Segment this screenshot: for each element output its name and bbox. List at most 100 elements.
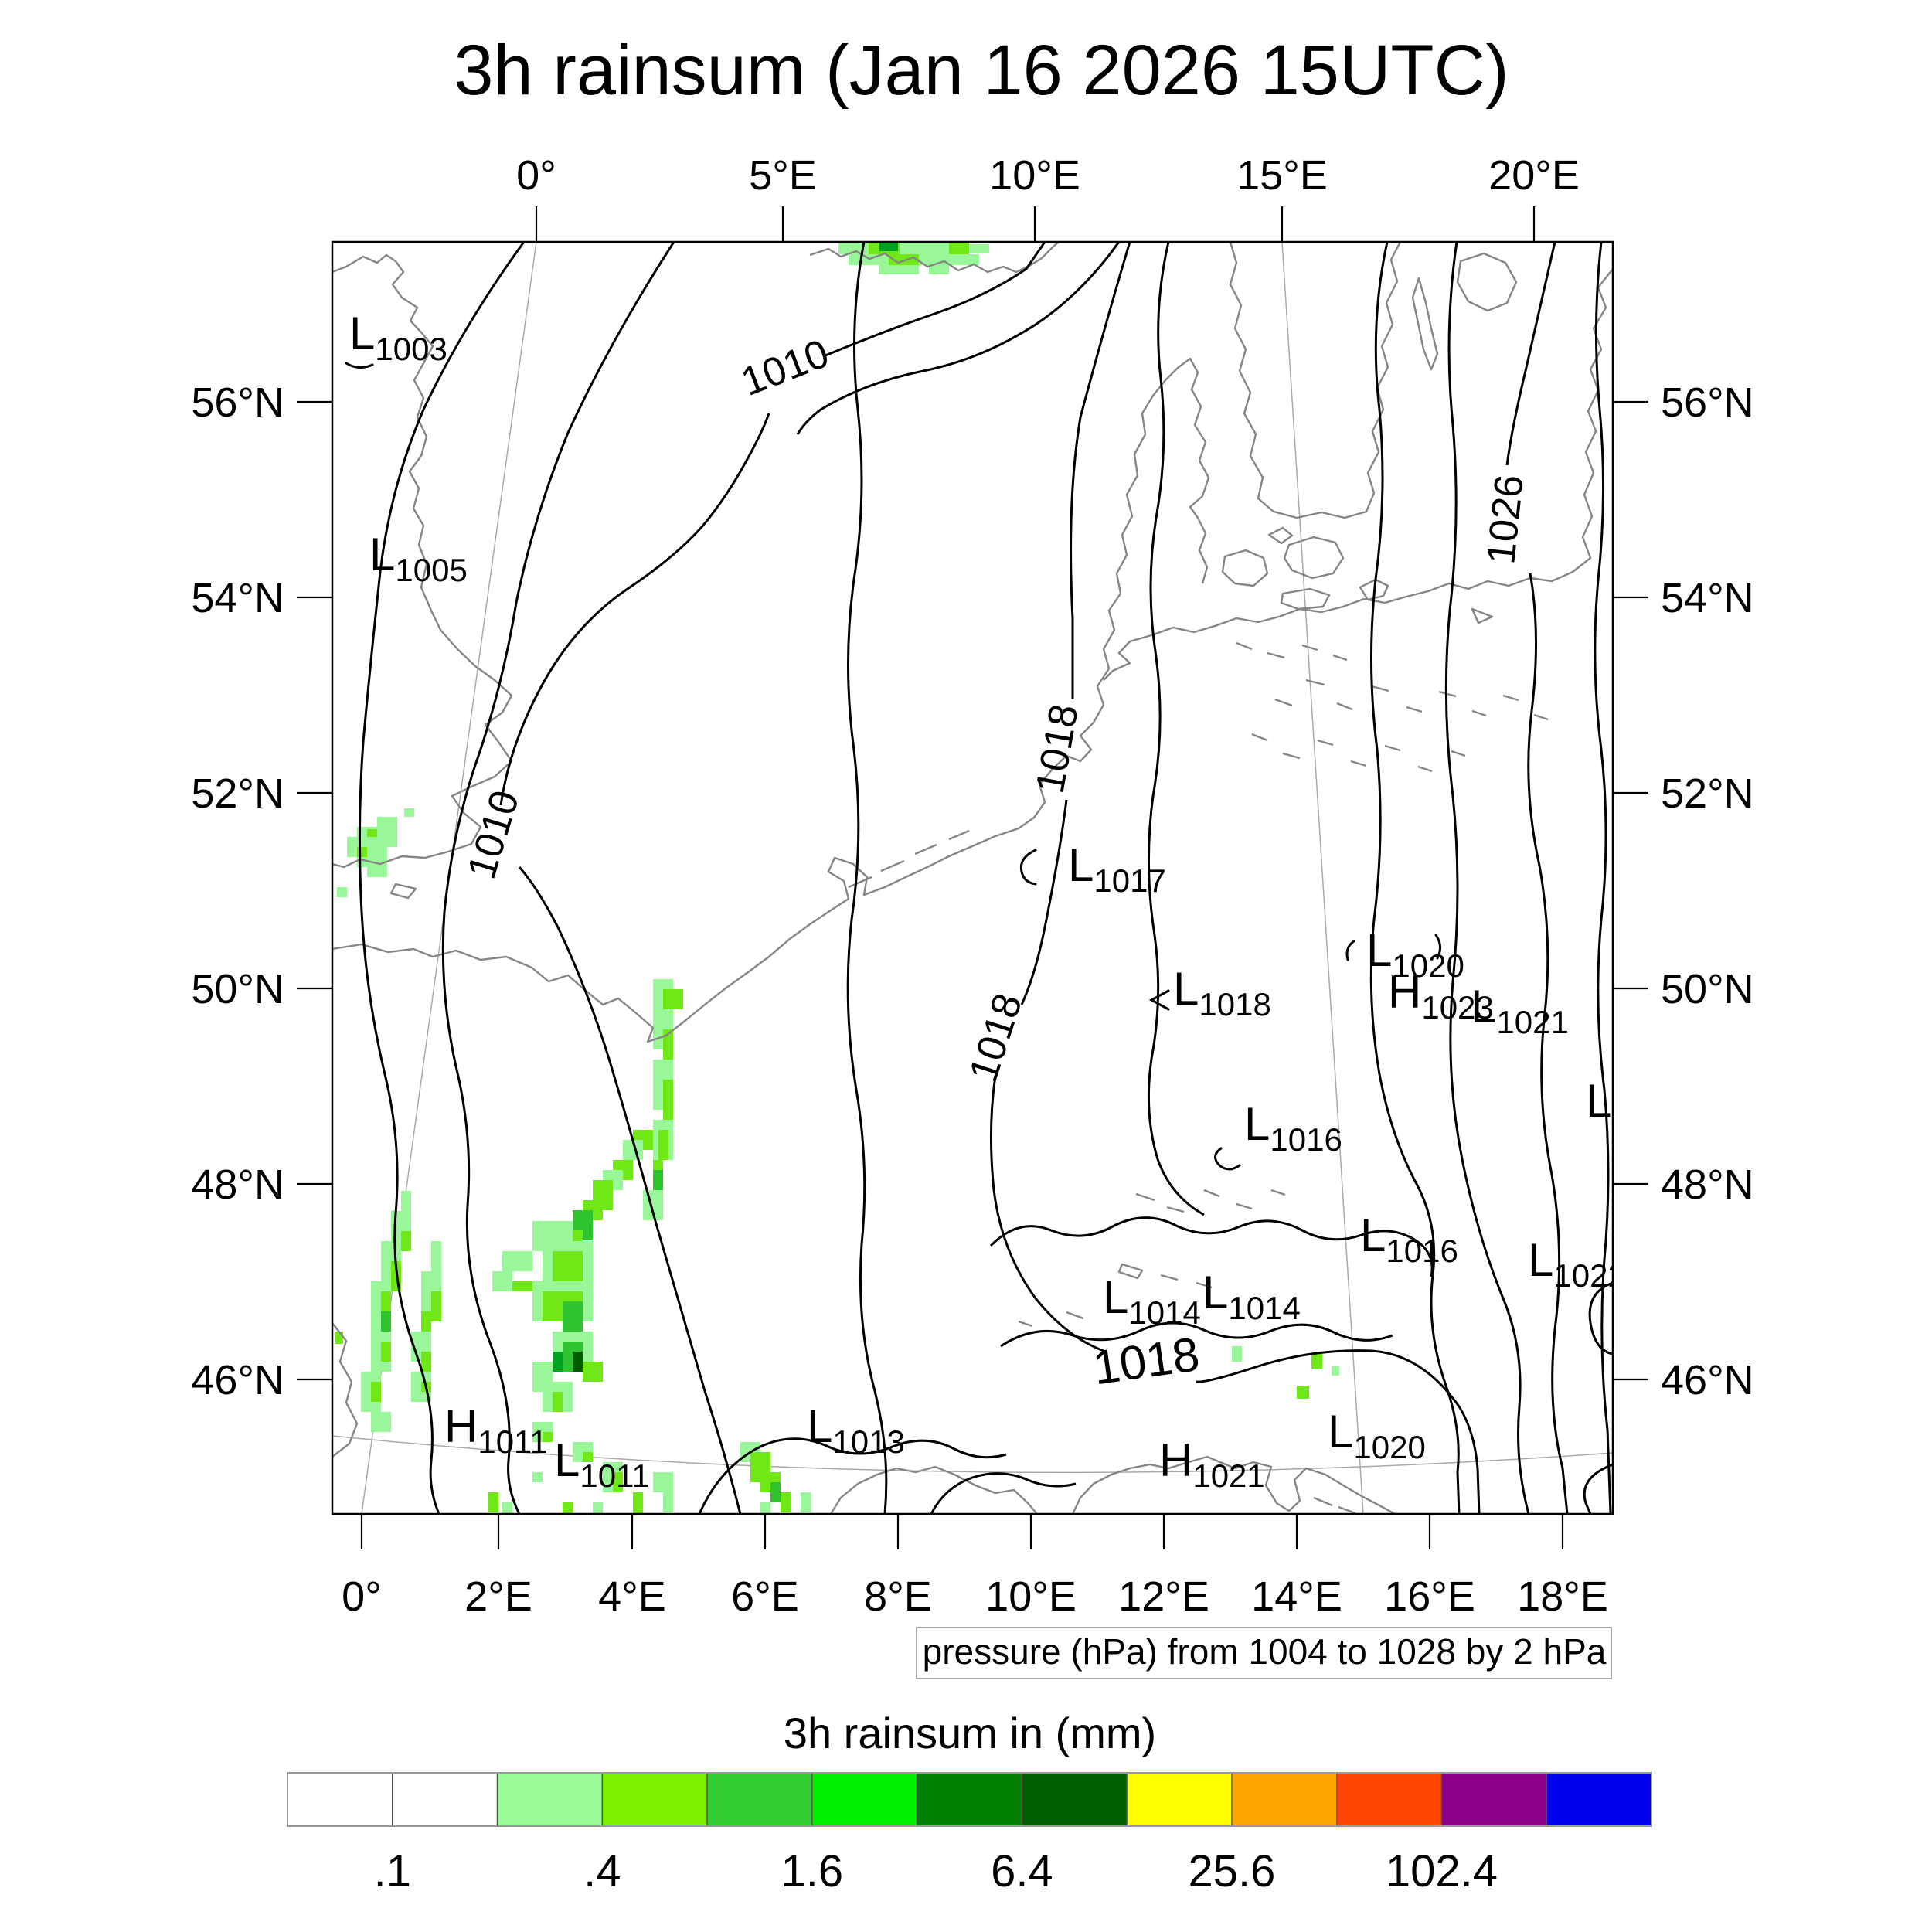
coastline	[1438, 690, 1457, 698]
pressure-contour-fragment	[1148, 989, 1170, 1011]
rain-cell	[347, 837, 397, 847]
lon-tick-label-bottom: 4°E	[598, 1573, 666, 1620]
coastline	[1103, 268, 1613, 681]
lon-tick-label-bottom: 6°E	[731, 1573, 799, 1620]
low-pressure-marker: L1016	[1360, 1209, 1458, 1269]
coastline	[1236, 641, 1253, 651]
coastline	[1451, 750, 1466, 757]
rain-cell	[502, 1251, 532, 1271]
pressure-contour	[1527, 573, 1569, 1514]
pressure-contour	[441, 242, 675, 1514]
axis-labels: 0° 5°E 10°E 15°E 20°E 0° 2°E 4°E 6°E 8°E 10°E 12°E 1…	[191, 152, 1753, 1620]
low-pressure-marker: L1021	[1471, 981, 1569, 1040]
rain-cell	[593, 1502, 603, 1513]
coastline	[1384, 744, 1401, 752]
rain-cell	[377, 817, 397, 827]
coastline	[389, 883, 417, 900]
rain-cell	[553, 1352, 563, 1372]
rain-cell	[563, 1502, 573, 1513]
pressure-contour	[989, 1075, 1104, 1352]
rain-cell	[532, 1472, 543, 1482]
colorbar-segment	[916, 1772, 1023, 1827]
coastline	[1203, 1189, 1220, 1198]
low-pressure-marker: L1018	[1173, 963, 1271, 1022]
coastline	[1071, 1455, 1396, 1514]
rain-cell	[781, 1492, 791, 1512]
low-pressure-marker: L1013	[807, 1400, 905, 1460]
colorbar-segment	[1021, 1772, 1128, 1827]
lat-tick-label-left: 52°N	[191, 770, 284, 817]
rain-cell	[1311, 1354, 1322, 1369]
pressure-contour	[846, 242, 888, 1514]
colorbar-segment	[496, 1772, 604, 1827]
coastline	[1406, 706, 1423, 713]
pressure-contour	[1505, 242, 1556, 466]
coastline	[1236, 1202, 1253, 1210]
lon-tick-label-top: 10°E	[989, 152, 1080, 199]
pressure-contour	[1594, 242, 1612, 1514]
rain-cell	[663, 1492, 673, 1512]
rain-cell	[1297, 1386, 1309, 1399]
pressure-contour	[1070, 242, 1131, 699]
coastline	[1371, 685, 1389, 692]
lon-tick-label-bottom: 16°E	[1384, 1573, 1475, 1620]
figure-title: 3h rainsum (Jan 16 2026 15UTC)	[454, 31, 1509, 110]
low-pressure-marker: L1005	[369, 529, 468, 588]
coastline	[1417, 765, 1433, 773]
rain-cell	[512, 1281, 532, 1291]
isobar-value-label: 1018	[961, 988, 1031, 1087]
coastline	[1229, 242, 1402, 519]
rain-cell	[492, 1271, 512, 1291]
coastline	[1350, 760, 1367, 767]
rain-cell	[401, 1231, 411, 1251]
rain-cell	[543, 1432, 553, 1442]
lon-tick-label-bottom: 12°E	[1118, 1573, 1209, 1620]
rain-cell	[371, 1412, 391, 1432]
coastline	[1332, 654, 1348, 662]
pressure-contour	[499, 413, 770, 806]
colorbar-segment	[1231, 1772, 1338, 1827]
lon-tick-label-bottom: 10°E	[985, 1573, 1077, 1620]
pressure-contour	[698, 1437, 1007, 1514]
rain-cell	[969, 244, 989, 253]
colorbar-segment	[1126, 1772, 1233, 1827]
pressure-contour	[518, 866, 742, 1514]
coastline	[1336, 702, 1353, 711]
colorbar: .1 .4 1.6 6.4 25.6 102.4	[287, 1772, 1652, 1896]
lat-tick-label-left: 48°N	[191, 1162, 284, 1208]
rain-cell	[770, 1482, 781, 1502]
pressure-contour	[1583, 1463, 1613, 1514]
rain-cell	[335, 1332, 343, 1344]
rain-cell	[367, 847, 387, 857]
rain-cell	[337, 887, 347, 897]
coastline	[1305, 679, 1325, 686]
coastline	[1283, 536, 1345, 580]
colorbar-segment	[287, 1772, 393, 1827]
low-pressure-marker: L1011	[554, 1434, 650, 1494]
lat-tick-label-right: 52°N	[1661, 770, 1754, 817]
pressure-contour-fragment	[345, 362, 374, 369]
pressure-caption-box: pressure (hPa) from 1004 to 1028 by 2 hP…	[916, 1627, 1612, 1679]
rain-cell	[653, 1472, 673, 1492]
rain-cell	[801, 1492, 811, 1512]
colorbar-segment	[1546, 1772, 1652, 1827]
pressure-contour	[930, 1472, 1077, 1514]
isobar-value-label: 1018	[1090, 1328, 1202, 1396]
coastline	[880, 859, 905, 872]
rain-cell	[879, 242, 898, 251]
coastline	[1135, 1192, 1155, 1202]
colorbar-tick-label: 102.4	[1386, 1846, 1498, 1896]
coastline	[1411, 277, 1439, 371]
pressure-contour	[796, 242, 1121, 435]
colorbar-segment	[811, 1772, 918, 1827]
rain-cell	[663, 1029, 673, 1060]
colorbar-segment	[392, 1772, 498, 1827]
map-frame	[297, 206, 1648, 1549]
rain-cell	[553, 1251, 583, 1281]
low-pressure-marker: L1014	[1103, 1271, 1201, 1331]
rain-cell	[838, 242, 869, 254]
lon-tick-label-bottom: 18°E	[1517, 1573, 1608, 1620]
coastline	[1317, 739, 1334, 747]
pressure-contour	[1147, 242, 1205, 1216]
rain-cell	[421, 1352, 431, 1372]
